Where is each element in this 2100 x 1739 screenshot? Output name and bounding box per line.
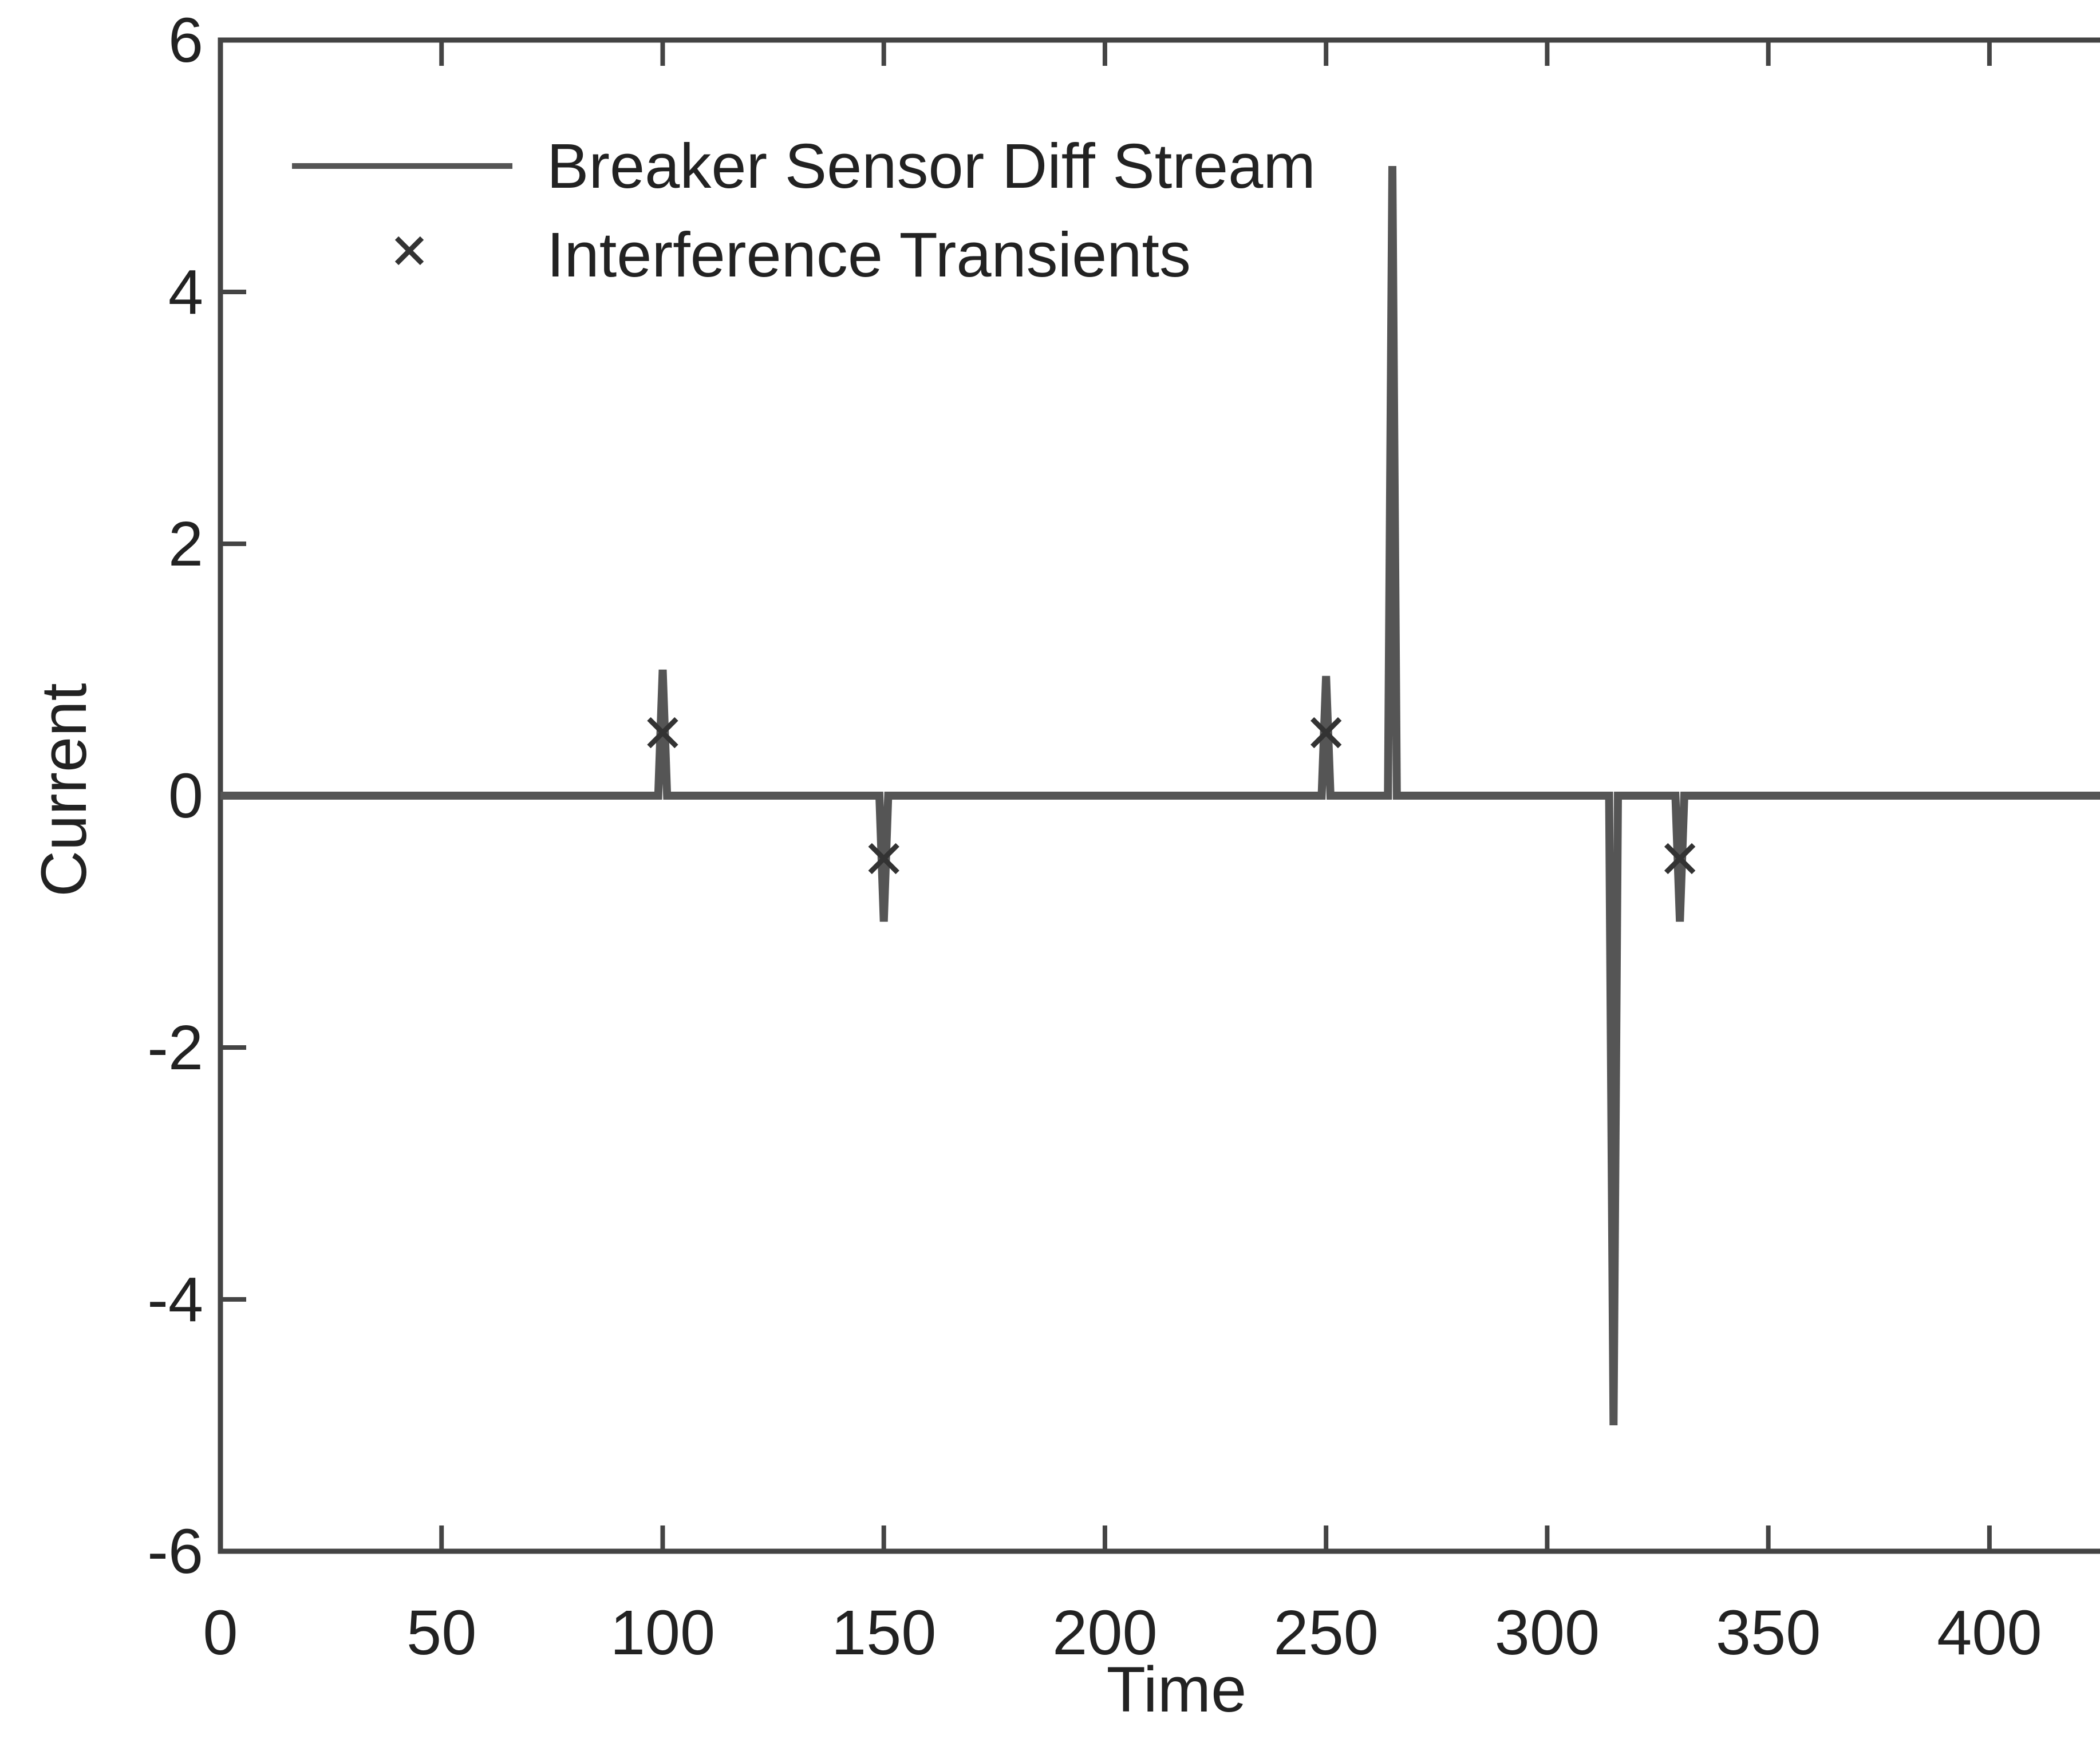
legend-x-marker-swatch — [394, 236, 424, 266]
marker-interference-transient — [868, 843, 899, 875]
y-tick-labels: 6 4 2 0 -2 -4 -6 — [147, 5, 203, 1587]
y-tick-label: -6 — [147, 1516, 203, 1587]
x-axis-title: Time — [1107, 1654, 1247, 1725]
x-tick-label: 100 — [610, 1598, 716, 1668]
x-tick-label: 350 — [1716, 1598, 1821, 1668]
marker-interference-transient — [647, 717, 678, 749]
x-tick-label: 200 — [1052, 1598, 1158, 1668]
x-tick-label: 150 — [831, 1598, 937, 1668]
legend-label-breaker-sensor-diff-stream: Breaker Sensor Diff Stream — [547, 131, 1316, 201]
y-tick-label: -2 — [147, 1013, 203, 1083]
marker-interference-transient — [1310, 717, 1342, 749]
legend-label-interference-transients: Interference Transients — [547, 220, 1191, 290]
x-tick-label: 300 — [1495, 1598, 1600, 1668]
y-tick-label: 6 — [168, 5, 203, 76]
legend-x — [394, 236, 424, 266]
plot-area — [218, 37, 2100, 1554]
x-tick-label: 50 — [406, 1598, 476, 1668]
y-tick-label: 0 — [168, 761, 203, 831]
x-tick-label: 400 — [1937, 1598, 2042, 1668]
y-tick-label: -4 — [147, 1264, 203, 1335]
x-tick-label: 0 — [203, 1598, 238, 1668]
y-tick-label: 4 — [168, 257, 203, 327]
x-tick-label: 250 — [1273, 1598, 1379, 1668]
x-tick-labels: 0 50 100 150 200 250 300 350 400 — [203, 1598, 2042, 1668]
marker-interference-transient — [1664, 843, 1696, 875]
series-line-breaker-sensor-diff-stream — [220, 165, 2100, 1426]
y-tick-label: 2 — [168, 509, 203, 579]
y-axis-title: Current — [28, 683, 100, 896]
legend: Breaker Sensor Diff Stream Interference … — [292, 131, 1316, 290]
